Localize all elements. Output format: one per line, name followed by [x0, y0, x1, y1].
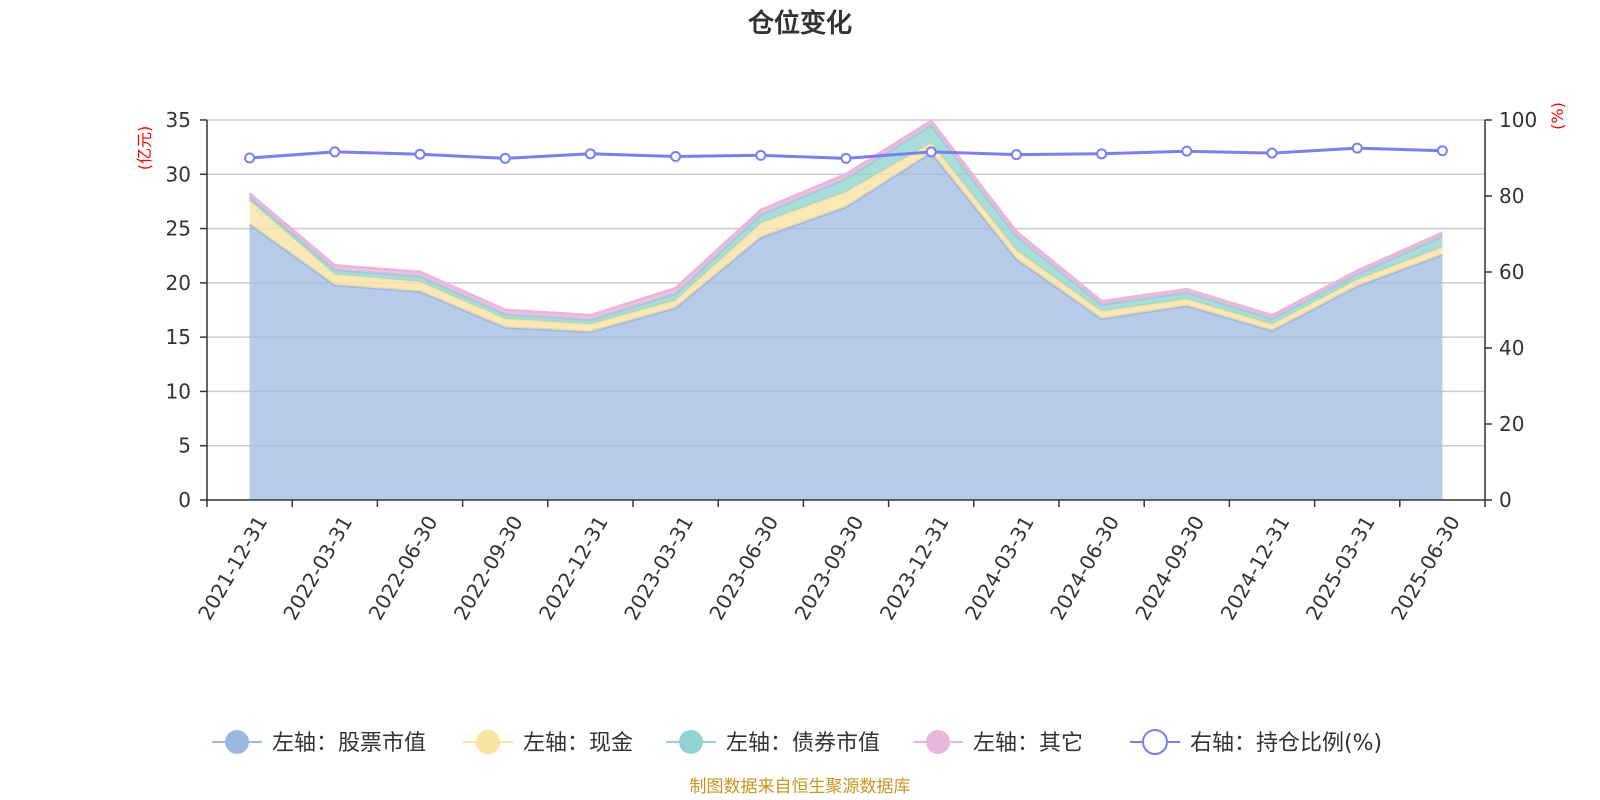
legend: 左轴：股票市值 左轴：现金 左轴：债券市值 左轴：其它 右轴：持仓比例(%) — [212, 729, 1382, 756]
legend-label: 左轴：现金 — [523, 731, 633, 756]
right-axis-tick-label: 20 — [1499, 412, 1524, 436]
right-axis-tick-label: 60 — [1499, 260, 1524, 284]
right-axis-tick-label: 40 — [1499, 336, 1524, 360]
ratio-point — [1096, 148, 1108, 160]
ratio-point — [584, 148, 596, 160]
left-axis-tick-label: 10 — [166, 379, 191, 403]
ratio-point — [1181, 145, 1193, 157]
x-axis-tick-label: 2023-09-30 — [790, 512, 869, 625]
ratio-point — [414, 148, 426, 160]
legend-marker — [476, 730, 500, 754]
ratio-point — [1266, 147, 1278, 159]
ratio-point — [1351, 142, 1363, 154]
x-axis-tick-label: 2023-06-30 — [704, 512, 783, 625]
right-axis-tick-label: 0 — [1499, 488, 1512, 512]
data-source-note: 制图数据来自恒生聚源数据库 — [690, 777, 911, 797]
left-axis-tick-label: 30 — [166, 162, 191, 186]
left-axis-tick-label: 25 — [166, 217, 191, 241]
ratio-point — [329, 146, 341, 158]
x-axis-tick-label: 2021-12-31 — [193, 512, 272, 625]
left-axis-tick-label: 35 — [166, 108, 191, 132]
right-axis-tick-label: 100 — [1499, 108, 1537, 132]
ratio-point — [499, 152, 511, 164]
x-axis-tick-label: 2022-03-31 — [278, 512, 357, 625]
ratio-point — [755, 149, 767, 161]
stacked-areas — [248, 119, 1444, 500]
area-4-edge — [248, 119, 1444, 317]
legend-label: 右轴：持仓比例(%) — [1190, 731, 1382, 756]
ratio-point — [670, 150, 682, 162]
legend-item: 右轴：持仓比例(%) — [1130, 729, 1382, 756]
legend-label: 左轴：其它 — [973, 731, 1083, 756]
x-axis-tick-label: 2024-03-31 — [960, 512, 1039, 625]
x-axis-tick-label: 2022-09-30 — [449, 512, 528, 625]
left-axis-unit: (亿元) — [135, 126, 154, 171]
x-axis-tick-label: 2025-06-30 — [1386, 512, 1465, 625]
legend-marker — [926, 730, 950, 754]
ratio-point — [925, 146, 937, 158]
x-axis-tick-label: 2023-03-31 — [619, 512, 698, 625]
x-axis-tick-label: 2022-12-31 — [534, 512, 613, 625]
legend-label: 左轴：债券市值 — [726, 731, 880, 756]
x-axis-tick-label: 2024-06-30 — [1045, 512, 1124, 625]
legend-item: 左轴：现金 — [463, 730, 633, 756]
right-axis-tick-label: 80 — [1499, 184, 1524, 208]
area-1 — [249, 152, 1443, 500]
left-axis-tick-label: 5 — [178, 434, 191, 458]
x-axis-tick-label: 2024-09-30 — [1130, 512, 1209, 625]
legend-marker — [679, 730, 703, 754]
ratio-point — [244, 152, 256, 164]
ratio-line-series — [244, 142, 1448, 164]
left-axis-tick-label: 0 — [178, 488, 191, 512]
ratio-point — [1010, 149, 1022, 161]
ratio-point — [1436, 145, 1448, 157]
legend-marker — [1142, 729, 1168, 755]
legend-marker — [225, 730, 249, 754]
legend-label: 左轴：股票市值 — [272, 731, 426, 756]
x-axis-tick-label: 2024-12-31 — [1216, 512, 1295, 625]
ratio-point — [840, 152, 852, 164]
x-axis-tick-label: 2022-06-30 — [364, 512, 443, 625]
x-axis-tick-label: 2023-12-31 — [875, 511, 954, 624]
legend-item: 左轴：其它 — [913, 730, 1083, 756]
left-axis-tick-label: 20 — [166, 271, 191, 295]
right-axis-unit: (%) — [1548, 102, 1567, 130]
legend-item: 左轴：债券市值 — [666, 730, 880, 756]
left-axis-tick-label: 15 — [166, 325, 191, 349]
chart-title: 仓位变化 — [747, 8, 852, 39]
legend-item: 左轴：股票市值 — [212, 730, 426, 756]
x-axis-tick-label: 2025-03-31 — [1301, 512, 1380, 625]
